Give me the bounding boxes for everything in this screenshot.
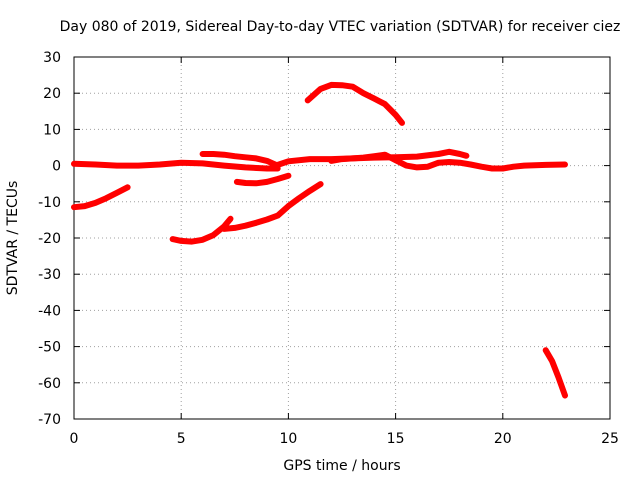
- series-track-1: [71, 184, 131, 211]
- series-track-8: [304, 81, 405, 126]
- y-tick-label: 0: [52, 159, 61, 175]
- x-tick-label: 10: [279, 431, 297, 447]
- x-tick-label: 5: [177, 431, 186, 447]
- series-track-2: [71, 159, 281, 172]
- tick-labels: 0 5 10 15 20 25 -70 -60 -50 -40 -30 -20 -10 0 10 20 30: [38, 50, 619, 447]
- grid: [74, 57, 610, 419]
- y-tick-label: 20: [43, 86, 61, 102]
- y-tick-label: 10: [43, 122, 61, 138]
- x-tick-label: 25: [601, 431, 619, 447]
- x-tick-label: 20: [494, 431, 512, 447]
- series-track-4: [199, 151, 281, 169]
- data-series: [71, 81, 568, 399]
- series-track-5: [221, 181, 324, 232]
- chart-title: Day 080 of 2019, Sidereal Day-to-day VTE…: [60, 19, 621, 35]
- y-tick-label: 30: [43, 50, 61, 66]
- y-tick-label: -70: [38, 412, 61, 428]
- y-tick-label: -10: [38, 195, 61, 211]
- y-tick-label: -50: [38, 340, 61, 356]
- y-tick-label: -20: [38, 231, 61, 247]
- series-track-6: [233, 172, 292, 187]
- x-tick-label: 0: [70, 431, 79, 447]
- y-tick-label: -30: [38, 267, 61, 283]
- x-axis-label: GPS time / hours: [283, 458, 400, 474]
- y-axis-label: SDTVAR / TECUs: [5, 181, 21, 296]
- y-tick-label: -40: [38, 303, 61, 319]
- x-tick-label: 15: [387, 431, 405, 447]
- series-track-9: [328, 151, 568, 172]
- series-track-10: [542, 347, 568, 399]
- axis-ticks: [73, 56, 611, 420]
- y-tick-label: -60: [38, 376, 61, 392]
